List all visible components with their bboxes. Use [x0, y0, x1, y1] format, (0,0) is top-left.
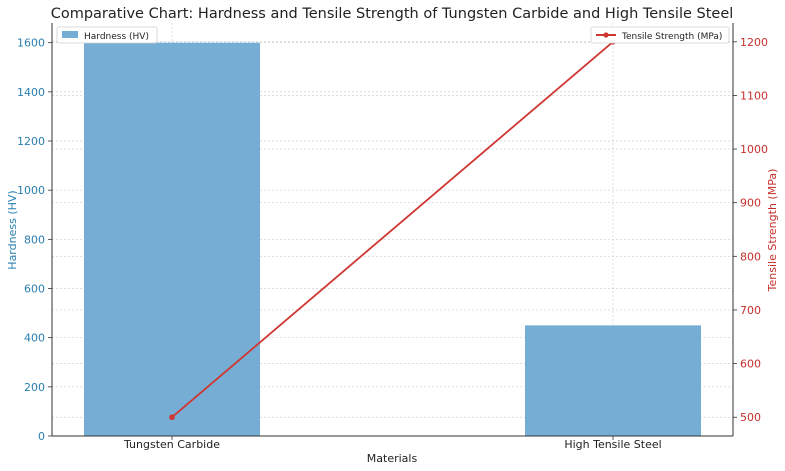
bar-high-tensile-steel	[525, 325, 701, 436]
x-tick-label: High Tensile Steel	[564, 438, 661, 451]
left-tick-label: 0	[38, 430, 45, 443]
legend-tensile-marker	[603, 32, 609, 38]
right-axis-label: Tensile Strength (MPa)	[766, 169, 779, 293]
bar-tungsten-carbide	[84, 42, 260, 437]
left-tick-label: 600	[24, 283, 45, 296]
left-tick-label: 1600	[17, 37, 45, 50]
x-axis-ticks: Tungsten Carbide High Tensile Steel	[123, 436, 662, 451]
legend-hardness-swatch	[62, 31, 78, 38]
left-tick-label: 1200	[17, 135, 45, 148]
legend-tensile-strength: Tensile Strength (MPa)	[590, 26, 730, 44]
tensile-strength-line	[171, 41, 614, 418]
right-axis-ticks: 500 600 700 800 900 1000 1100 1200	[733, 36, 768, 424]
legend-tensile-label: Tensile Strength (MPa)	[621, 32, 722, 42]
right-tick-label: 1100	[740, 89, 768, 102]
chart-title: Comparative Chart: Hardness and Tensile …	[51, 6, 734, 22]
line-point-tungsten-carbide	[169, 414, 175, 421]
right-tick-label: 900	[740, 197, 761, 210]
right-tick-label: 600	[740, 358, 761, 371]
right-tick-label: 1000	[740, 143, 768, 156]
legend-hardness-label: Hardness (HV)	[84, 32, 149, 42]
x-axis-label: Materials	[367, 452, 418, 465]
left-tick-label: 1000	[17, 184, 45, 197]
left-tick-label: 1400	[17, 86, 45, 99]
right-tick-label: 800	[740, 250, 761, 263]
left-axis-ticks: 0 200 400 600 800 1000 1200 1400 1600	[17, 37, 52, 443]
left-axis-label: Hardness (HV)	[6, 190, 19, 269]
bar-series	[84, 42, 701, 437]
legend-hardness: Hardness (HV)	[56, 26, 158, 44]
right-tick-label: 1200	[740, 36, 768, 49]
left-tick-label: 200	[24, 381, 45, 394]
right-tick-label: 500	[740, 411, 761, 424]
right-tick-label: 700	[740, 304, 761, 317]
left-tick-label: 800	[24, 233, 45, 246]
left-tick-label: 400	[24, 332, 45, 345]
x-tick-label: Tungsten Carbide	[123, 438, 220, 451]
